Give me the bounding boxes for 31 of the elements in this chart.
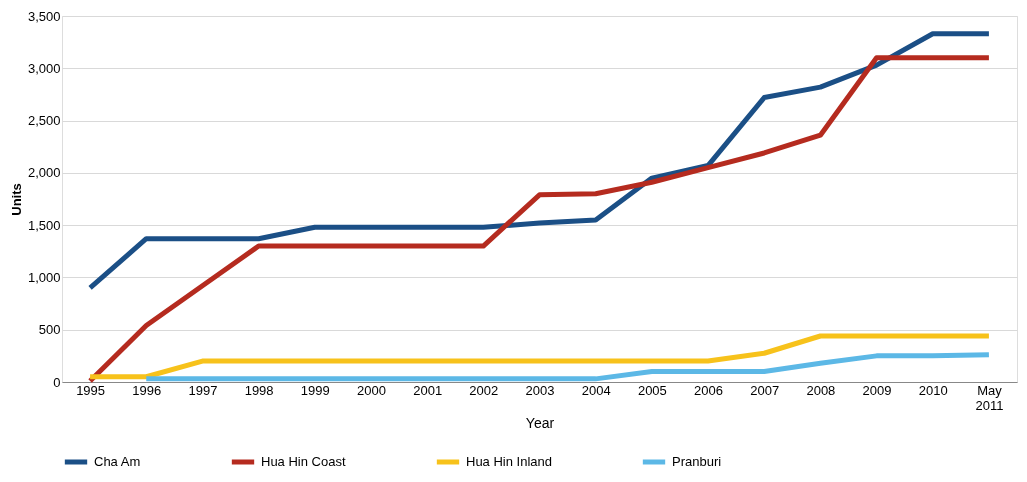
- legend-label: Hua Hin Inland: [466, 454, 552, 469]
- x-tick-label: 2009: [862, 382, 892, 398]
- x-tick-label: 2007: [750, 382, 780, 398]
- y-tick-label: 2,500: [27, 113, 61, 129]
- y-tick-label: 500: [38, 322, 61, 338]
- x-tick-label: 1995: [76, 382, 106, 398]
- x-axis-title: Year: [525, 414, 555, 431]
- y-tick-label: 1,000: [27, 269, 61, 285]
- x-tick-label: 2002: [469, 382, 499, 398]
- y-tick-label: 3,500: [27, 8, 61, 24]
- x-tick-label: 1999: [300, 382, 330, 398]
- y-tick-label: 2,000: [27, 165, 61, 181]
- x-tick-label: 2001: [413, 382, 443, 398]
- x-tick-label: 1997: [188, 382, 218, 398]
- legend-label: Pranburi: [672, 454, 722, 469]
- x-tick-label: May 2011: [975, 382, 1004, 413]
- x-tick-label: 2008: [806, 382, 836, 398]
- y-axis-title: Units: [8, 183, 24, 216]
- x-tick-label: 1996: [132, 382, 162, 398]
- x-tick-label: 2005: [637, 382, 667, 398]
- y-tick-label: 0: [53, 374, 61, 390]
- x-tick-label: 2004: [581, 382, 611, 398]
- x-tick-label: 2010: [918, 382, 948, 398]
- legend-label: Hua Hin Coast: [261, 454, 346, 469]
- x-tick-label: 1998: [244, 382, 274, 398]
- x-tick-label: 2003: [525, 382, 555, 398]
- x-tick-label: 2000: [357, 382, 386, 398]
- x-tick-label: 2006: [694, 382, 723, 398]
- y-tick-label: 3,000: [27, 60, 61, 76]
- legend-label: Cha Am: [94, 454, 141, 469]
- y-tick-label: 1,500: [27, 217, 61, 233]
